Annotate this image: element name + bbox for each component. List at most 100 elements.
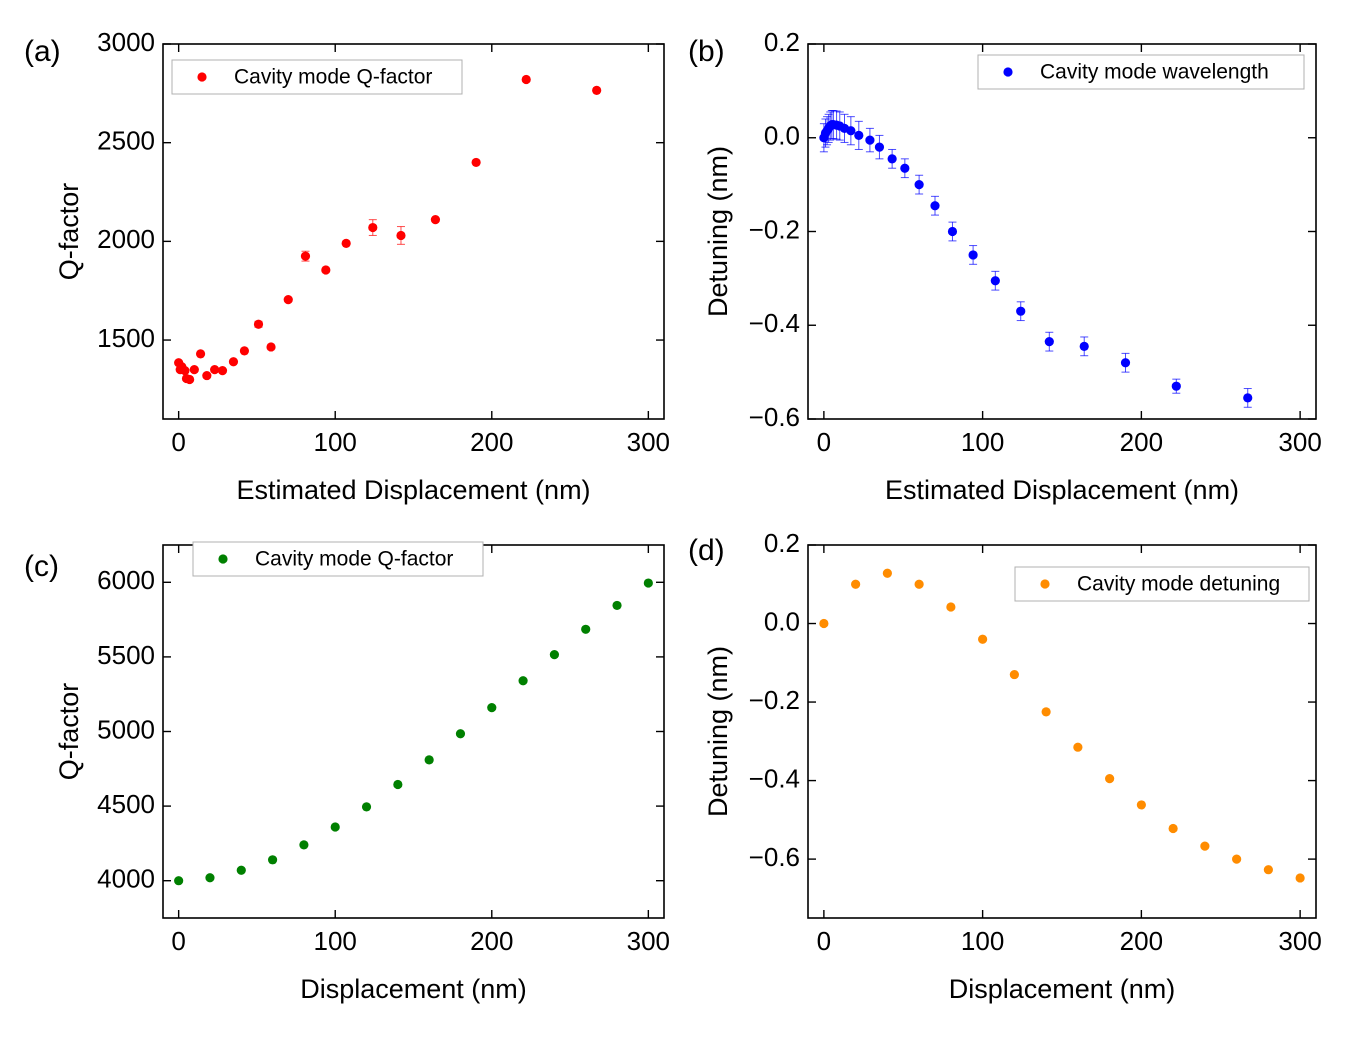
data-point [643, 578, 653, 588]
data-point [549, 650, 560, 660]
data-point [368, 222, 378, 233]
legend-label: Cavity mode Q-factor [255, 548, 453, 571]
chart-panel-2: (c) 0 100 200 300 4000 4500 5000 5500 6000 Displac… [24, 541, 670, 1004]
y-tick-label: −0.6 [749, 842, 800, 872]
data-point [253, 319, 264, 329]
data-point [236, 865, 246, 875]
x-tick-label: 100 [314, 427, 357, 457]
y-tick-label: 4000 [97, 864, 155, 894]
legend-label: Cavity mode wavelength [1040, 61, 1269, 84]
x-axis-title: Estimated Displacement (nm) [885, 475, 1239, 505]
data-point [865, 135, 875, 145]
panel-label: (a) [24, 35, 61, 68]
x-tick-label: 300 [627, 926, 670, 956]
data-point [947, 226, 958, 237]
x-axis-title: Estimated Displacement (nm) [236, 475, 590, 505]
data-point [267, 855, 278, 865]
legend-label: Cavity mode detuning [1077, 573, 1280, 596]
y-tick-label: 4500 [97, 789, 155, 819]
legend-marker [197, 72, 207, 82]
legend-box [977, 54, 1305, 90]
panel-label: (d) [688, 534, 725, 567]
y-tick-label: 0.2 [764, 27, 800, 57]
y-axis-title: Q-factor [54, 683, 84, 781]
data-point [851, 579, 861, 589]
data-point [321, 265, 331, 275]
legend-box [171, 59, 463, 95]
y-tick-label: 0.0 [764, 121, 800, 151]
data-point [471, 157, 481, 168]
data-point [592, 85, 602, 95]
data-point [978, 634, 988, 644]
data-point [361, 802, 372, 812]
data-point [521, 74, 531, 85]
data-point [1016, 306, 1026, 316]
data-point [1171, 381, 1181, 391]
data-point [882, 568, 892, 578]
data-point [1295, 873, 1305, 883]
y-tick-label: 0.2 [764, 528, 800, 558]
data-point [487, 703, 497, 713]
x-axis-title: Displacement (nm) [949, 974, 1176, 1004]
data-point [205, 873, 215, 883]
y-tick-label: 5000 [97, 714, 155, 744]
panel-label: (b) [688, 35, 725, 68]
data-point [217, 366, 228, 376]
x-tick-label: 300 [1278, 926, 1321, 956]
data-point [455, 729, 466, 739]
data-point [1232, 854, 1242, 864]
data-point [185, 374, 195, 385]
data-point [990, 276, 1000, 286]
x-tick-label: 100 [314, 926, 357, 956]
x-tick-label: 200 [1120, 427, 1163, 457]
y-tick-label: 0.0 [764, 606, 800, 636]
legend: Cavity mode Q-factor [171, 59, 463, 95]
data-point [180, 366, 190, 376]
data-point [1168, 823, 1178, 834]
data-point [1120, 358, 1131, 368]
data-point [1136, 800, 1146, 810]
y-tick-label: 6000 [97, 565, 155, 595]
x-tick-label: 200 [1120, 926, 1163, 956]
x-tick-label: 200 [470, 926, 513, 956]
data-point [930, 201, 940, 211]
data-point [300, 251, 311, 261]
x-axis-title: Displacement (nm) [300, 974, 527, 1004]
y-axis-title: Q-factor [54, 183, 84, 281]
data-point [1079, 341, 1089, 351]
data-point [228, 357, 239, 367]
y-axis-title: Detuning (nm) [703, 646, 733, 817]
x-tick-label: 0 [817, 427, 831, 457]
plot-frame [162, 544, 665, 919]
legend-marker [1040, 579, 1050, 589]
legend: Cavity mode wavelength [977, 54, 1305, 90]
data-point [1263, 865, 1273, 875]
data-point [854, 130, 864, 141]
y-tick-label: 5500 [97, 640, 155, 670]
data-point [299, 840, 309, 850]
data-point [1200, 841, 1210, 851]
y-axis-title: Detuning (nm) [703, 146, 733, 317]
x-tick-label: 200 [470, 427, 513, 457]
data-point [174, 876, 184, 886]
chart-panel-1: (b) 0 100 200 300 −0.6 −0.4 −0.2 0.0 0.2 Estimated… [688, 27, 1322, 505]
data-point [396, 230, 406, 241]
legend-label: Cavity mode Q-factor [234, 66, 432, 89]
x-tick-label: 300 [1278, 427, 1321, 457]
data-point [393, 779, 403, 790]
y-tick-label: −0.2 [749, 214, 800, 244]
plot-frame [807, 544, 1317, 919]
x-tick-label: 0 [817, 926, 831, 956]
x-tick-label: 100 [961, 926, 1004, 956]
data-point [195, 349, 206, 359]
x-tick-label: 100 [961, 427, 1004, 457]
data-point [874, 142, 885, 152]
data-point [202, 370, 212, 381]
data-point [239, 346, 250, 356]
data-point [424, 755, 434, 765]
data-point [887, 154, 897, 164]
data-point [846, 126, 856, 136]
y-tick-label: −0.4 [749, 308, 800, 338]
data-point [946, 602, 956, 612]
